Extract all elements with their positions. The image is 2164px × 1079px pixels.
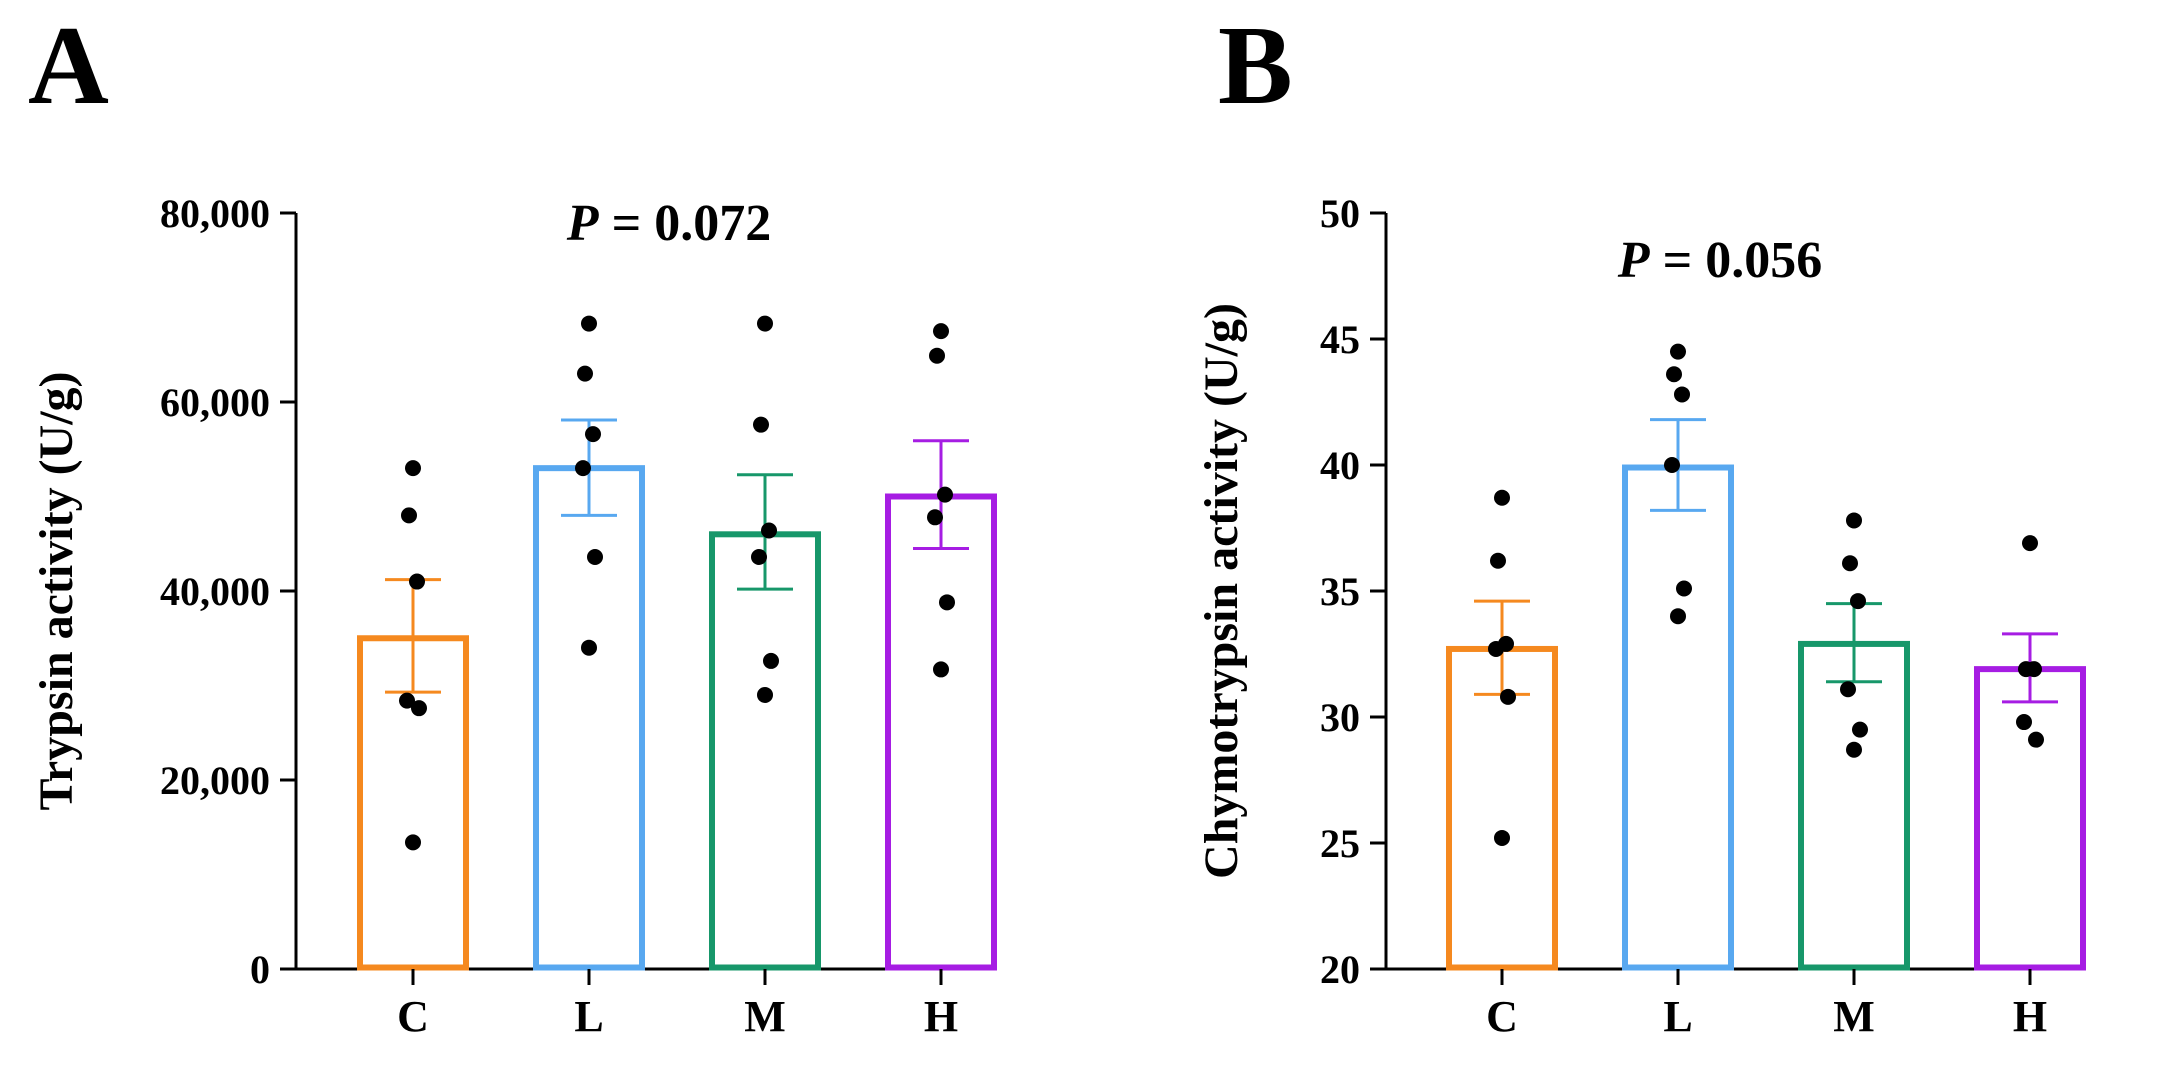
panel-label: B xyxy=(1218,4,1293,128)
data-point xyxy=(581,639,597,656)
x-tick-label: M xyxy=(744,992,786,1041)
x-tick-label: H xyxy=(924,992,958,1041)
x-tick-label: C xyxy=(1486,992,1518,1041)
data-point xyxy=(2028,731,2044,748)
data-point xyxy=(1852,721,1868,738)
data-point xyxy=(751,548,767,565)
data-point xyxy=(1670,608,1686,625)
data-point xyxy=(577,365,593,382)
chymotrypsin-chart: 20 25 30 35 40 45 50 Chymotrypsin activity (U/g… xyxy=(1195,191,2086,1041)
y-tick-label: 40 xyxy=(1320,443,1360,488)
bar-L xyxy=(1622,464,1734,971)
data-point xyxy=(929,347,945,364)
panel-b: B 20 25 30 35 40 45 50 Chymotrypsin activity (U… xyxy=(1140,0,2164,1079)
x-tick-label: C xyxy=(397,992,429,1041)
data-point xyxy=(927,509,943,526)
data-point xyxy=(761,522,777,539)
data-point xyxy=(1850,593,1866,610)
y-tick-label: 35 xyxy=(1320,569,1360,614)
panel-label: A xyxy=(28,4,109,128)
y-tick-label: 60,000 xyxy=(160,380,270,425)
data-point xyxy=(757,686,773,703)
data-point xyxy=(1664,457,1680,473)
data-point xyxy=(405,460,421,477)
bar-H xyxy=(1974,666,2086,971)
data-point xyxy=(753,416,769,433)
y-axis-label: Chymotrypsin activity (U/g) xyxy=(1195,303,1248,879)
data-point xyxy=(585,426,601,443)
panel-a: A 0 20,000 40,000 60,000 80,000 Trypsin activ… xyxy=(28,4,997,1041)
y-tick-label: 80,000 xyxy=(160,191,270,236)
data-point xyxy=(1666,366,1682,383)
y-tick-label: 25 xyxy=(1320,821,1360,866)
p-value-annotation: P = 0.072 xyxy=(566,195,771,252)
data-point xyxy=(1676,580,1692,597)
bar-M xyxy=(709,531,821,971)
y-tick-label: 40,000 xyxy=(160,569,270,614)
data-point xyxy=(1846,512,1862,529)
data-point xyxy=(937,486,953,503)
y-tick-label: 30 xyxy=(1320,695,1360,740)
data-point xyxy=(581,315,597,332)
data-point xyxy=(1490,552,1506,569)
bar-H xyxy=(885,493,997,971)
data-point xyxy=(939,594,955,611)
data-point xyxy=(2016,714,2032,731)
x-tick-label: L xyxy=(574,992,603,1041)
y-tick-label: 50 xyxy=(1320,191,1360,236)
data-point xyxy=(757,315,773,332)
p-symbol: P xyxy=(1617,232,1651,289)
x-tick-label: M xyxy=(1833,992,1875,1041)
p-value-annotation: P = 0.056 xyxy=(1617,232,1822,289)
y-tick-label: 20,000 xyxy=(160,758,270,803)
data-point xyxy=(933,661,949,678)
data-point xyxy=(1488,640,1504,657)
data-point xyxy=(575,460,591,477)
data-point xyxy=(1670,343,1686,360)
y-axis-label: Trypsin activity (U/g) xyxy=(30,371,83,810)
data-point xyxy=(409,573,425,590)
data-point xyxy=(1500,688,1516,705)
data-point xyxy=(411,700,427,717)
p-value: = 0.072 xyxy=(599,195,772,252)
y-tick-label: 45 xyxy=(1320,317,1360,362)
x-tick-label: L xyxy=(1663,992,1692,1041)
data-point xyxy=(399,692,415,709)
trypsin-chart: 0 20,000 40,000 60,000 80,000 Trypsin activit… xyxy=(30,191,997,1041)
data-point xyxy=(587,548,603,565)
data-point xyxy=(2026,661,2042,678)
p-symbol: P xyxy=(566,195,600,252)
data-point xyxy=(1494,829,1510,846)
data-point xyxy=(405,834,421,851)
bar-L xyxy=(533,465,645,971)
data-point xyxy=(2022,535,2038,552)
y-tick-label: 0 xyxy=(250,947,270,992)
y-tick-label: 20 xyxy=(1320,947,1360,992)
data-point xyxy=(763,652,779,669)
p-value: = 0.056 xyxy=(1650,232,1823,289)
data-point xyxy=(1840,681,1856,698)
data-point xyxy=(1494,489,1510,506)
data-point xyxy=(1674,386,1690,403)
data-point xyxy=(1842,555,1858,572)
data-point xyxy=(1846,741,1862,758)
x-tick-label: H xyxy=(2013,992,2047,1041)
data-point xyxy=(401,507,417,524)
data-point xyxy=(933,323,949,340)
